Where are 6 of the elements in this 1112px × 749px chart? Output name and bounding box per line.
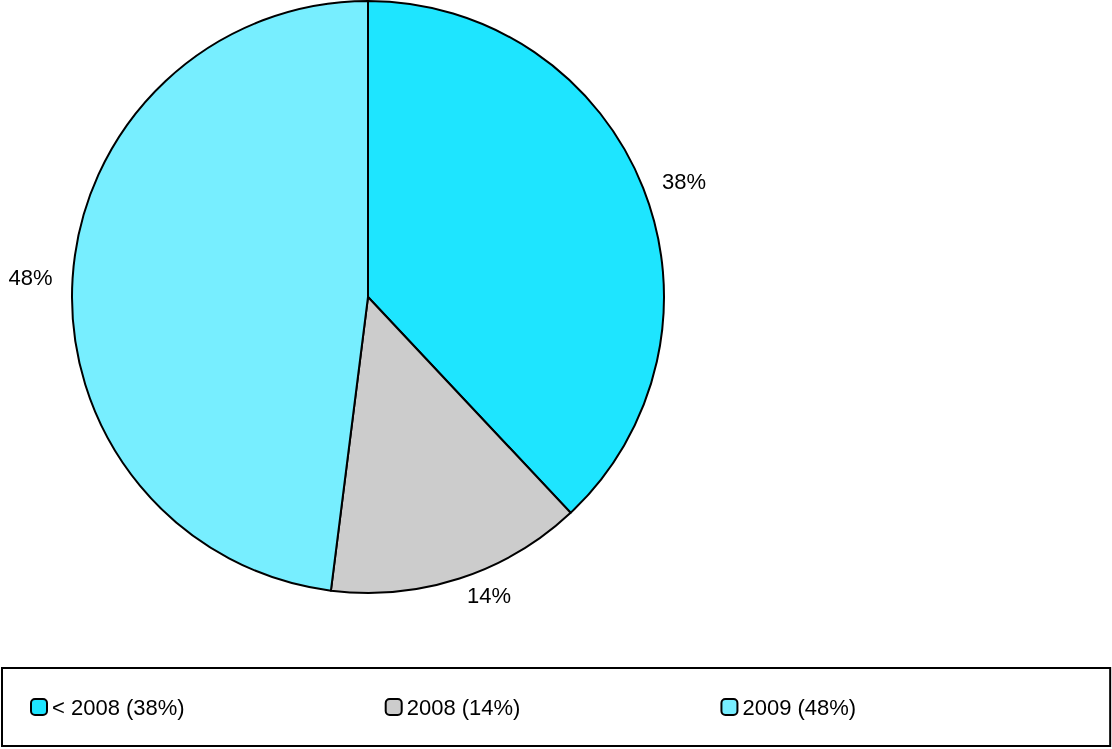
legend-label: 2009 (48%) [742, 694, 857, 720]
legend-label: 2008 (14%) [406, 694, 521, 720]
data-label: 14% [467, 583, 512, 609]
data-label: 48% [8, 264, 53, 290]
data-label: 38% [661, 168, 706, 194]
legend-label: < 2008 (38%) [52, 694, 185, 720]
